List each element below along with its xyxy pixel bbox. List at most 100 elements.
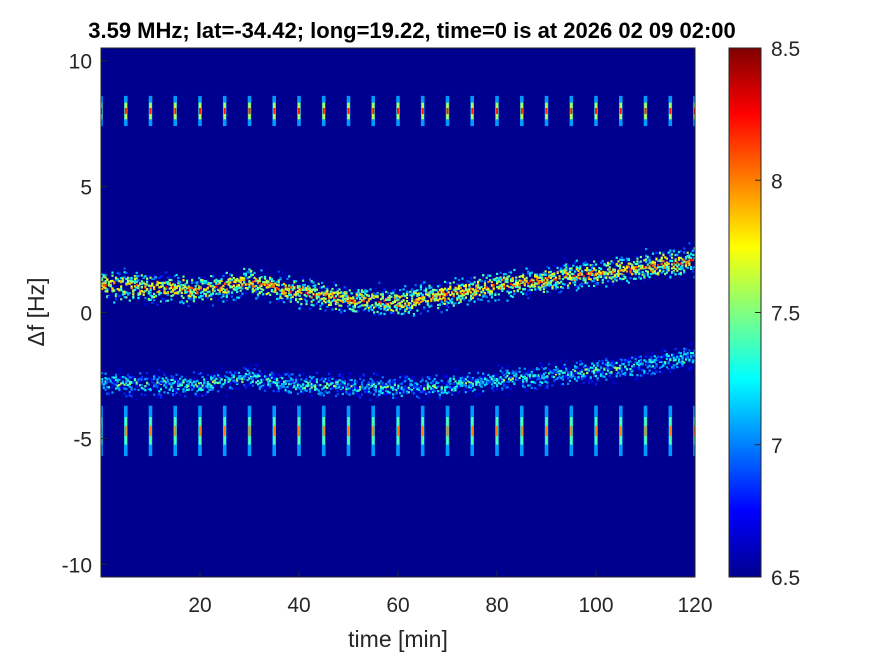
band-point xyxy=(341,300,344,304)
band-point xyxy=(237,286,241,289)
band-point xyxy=(686,260,689,263)
band-point xyxy=(251,384,254,387)
band-point xyxy=(369,391,372,395)
band-point xyxy=(683,353,686,356)
band-point xyxy=(468,285,471,288)
band-point xyxy=(343,297,346,300)
band-point xyxy=(690,366,693,369)
band-point xyxy=(352,296,355,299)
band-point xyxy=(464,292,467,296)
band-point xyxy=(133,288,137,291)
band-point xyxy=(331,308,334,311)
band-point xyxy=(638,364,641,367)
band-point xyxy=(516,285,519,288)
band-point xyxy=(610,260,613,263)
band-point xyxy=(362,300,365,303)
band-point xyxy=(650,355,653,359)
band-point xyxy=(648,369,651,372)
band-point xyxy=(530,380,533,383)
colorbar-tick-label: 7 xyxy=(771,435,783,458)
band-point xyxy=(255,381,258,384)
band-point xyxy=(142,282,145,285)
band-point xyxy=(483,292,487,295)
band-point xyxy=(187,294,190,297)
band-point xyxy=(161,377,164,380)
band-point xyxy=(658,360,662,363)
band-point xyxy=(671,259,674,263)
periodic-tick-peak xyxy=(421,108,424,114)
band-point xyxy=(449,282,452,285)
band-point xyxy=(312,385,315,388)
band-point xyxy=(338,288,341,291)
band-point xyxy=(310,386,313,389)
band-point xyxy=(184,378,187,381)
band-point xyxy=(239,281,242,284)
band-point xyxy=(260,381,263,384)
band-point xyxy=(395,294,398,297)
band-point xyxy=(146,283,149,286)
band-point xyxy=(341,386,344,389)
band-point xyxy=(606,272,610,275)
band-point xyxy=(192,380,195,383)
band-point xyxy=(319,384,322,387)
band-point xyxy=(367,299,370,302)
band-point xyxy=(120,285,123,288)
band-point xyxy=(400,300,403,303)
band-point xyxy=(393,296,396,299)
band-point xyxy=(580,270,584,273)
band-point xyxy=(113,383,116,386)
band-point xyxy=(284,294,287,297)
band-point xyxy=(270,382,273,385)
band-point xyxy=(431,292,435,295)
band-point xyxy=(127,373,130,376)
band-1 xyxy=(101,342,695,402)
band-point xyxy=(296,392,299,395)
band-point xyxy=(113,376,116,379)
band-point xyxy=(438,284,441,287)
band-point xyxy=(492,377,495,380)
band-point xyxy=(686,356,689,359)
band-point xyxy=(421,300,424,303)
band-point xyxy=(625,266,629,270)
band-point xyxy=(515,375,518,378)
band-point xyxy=(638,271,641,274)
periodic-tick-peak xyxy=(496,425,498,436)
band-point xyxy=(345,294,348,297)
band-point xyxy=(412,301,416,304)
band-point xyxy=(541,364,544,367)
band-point xyxy=(560,370,563,373)
band-point xyxy=(133,281,137,284)
band-point xyxy=(579,277,582,280)
band-point xyxy=(224,379,227,382)
band-point xyxy=(419,288,422,291)
band-point xyxy=(244,372,247,376)
band-point xyxy=(127,279,130,282)
band-point xyxy=(319,393,322,397)
band-point xyxy=(229,382,232,385)
band-point xyxy=(116,383,119,386)
band-point xyxy=(310,383,313,386)
band-point xyxy=(173,275,176,278)
band-point xyxy=(605,272,608,275)
band-point xyxy=(198,286,201,289)
band-point xyxy=(470,291,473,294)
band-point xyxy=(270,285,273,288)
band-point xyxy=(397,295,400,298)
band-point xyxy=(620,259,623,262)
band-point xyxy=(305,378,308,381)
band-point xyxy=(643,266,646,269)
band-point xyxy=(582,381,585,384)
band-point xyxy=(189,298,192,301)
band-point xyxy=(672,353,675,356)
band-point xyxy=(672,356,675,359)
band-point xyxy=(225,371,228,374)
band-point xyxy=(236,377,239,380)
band-point xyxy=(565,359,568,362)
band-point xyxy=(639,374,642,377)
band-point xyxy=(328,371,331,374)
band-point xyxy=(241,284,244,287)
band-point xyxy=(561,278,564,281)
band-point xyxy=(683,259,686,262)
periodic-tick-peak xyxy=(199,425,201,436)
